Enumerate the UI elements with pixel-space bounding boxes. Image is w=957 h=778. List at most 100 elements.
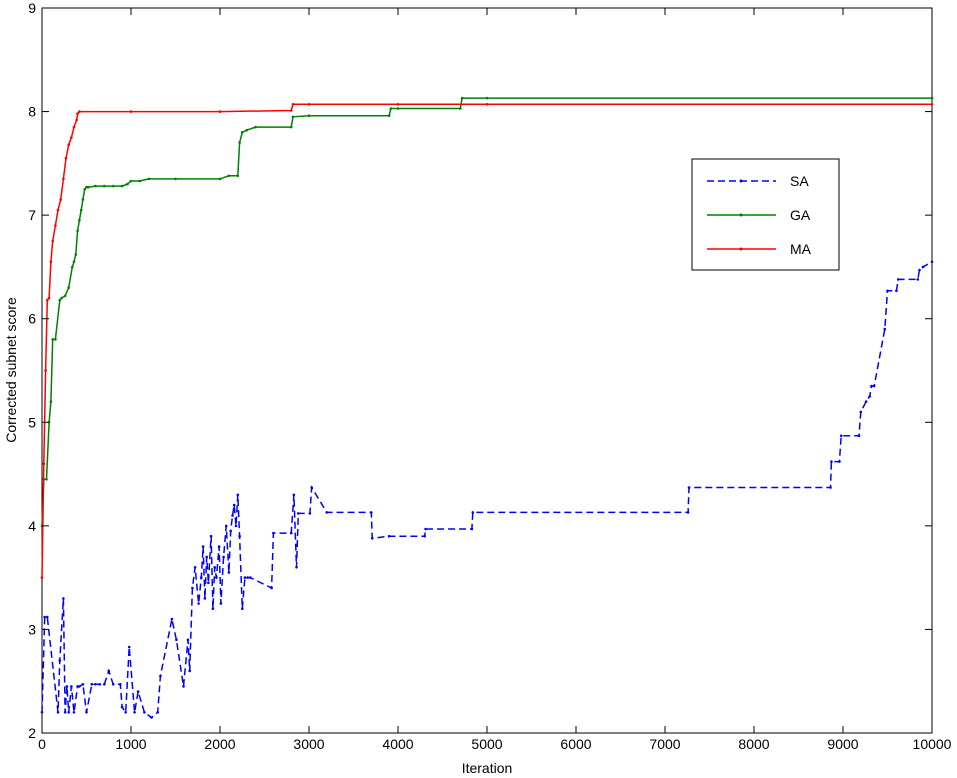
series-point-sa [120, 705, 124, 709]
series-point-sa [471, 511, 475, 514]
series-point-ma [40, 576, 44, 579]
series-point-ma [54, 224, 57, 227]
series-point-ga [245, 128, 248, 132]
series-point-ga [54, 338, 57, 341]
series-point-ga [120, 184, 124, 188]
y-tick-label: 5 [28, 414, 36, 430]
series-point-sa [67, 711, 70, 714]
series-point-sa [864, 400, 868, 403]
series-point-ma [129, 110, 133, 113]
series-point-ga [254, 125, 257, 129]
series-point-sa [133, 711, 136, 714]
series-point-ma [67, 143, 70, 146]
series-point-sa [295, 566, 298, 569]
series-point-ga [218, 177, 222, 181]
series-point-ga [307, 114, 311, 117]
series-point-sa [930, 260, 934, 264]
series-point-sa [58, 659, 62, 662]
series-point-sa [687, 486, 691, 489]
series-point-sa [98, 683, 102, 686]
series-point-ga [241, 131, 244, 134]
x-tick-label: 4000 [382, 736, 413, 752]
series-point-sa [150, 716, 153, 719]
series-point-ma [46, 298, 49, 302]
series-point-sa [63, 711, 67, 714]
series-point-sa [896, 278, 900, 281]
series-point-sa [219, 602, 223, 605]
series-layer [40, 96, 934, 719]
series-point-ga [74, 253, 78, 256]
series-point-ga [81, 198, 85, 201]
series-point-sa [370, 511, 373, 514]
series-point-ga [460, 96, 464, 100]
series-point-ga [236, 174, 240, 178]
series-point-sa [40, 711, 44, 714]
series-point-sa [231, 514, 234, 517]
series-point-sa [921, 265, 925, 269]
series-point-ga [79, 208, 83, 212]
series-point-ga [291, 115, 295, 119]
series-point-sa [916, 278, 920, 281]
series-point-sa [830, 460, 833, 463]
series-point-ga [63, 294, 67, 298]
series-point-sa [236, 493, 240, 497]
legend-marker-sa [739, 179, 743, 183]
series-point-sa [297, 512, 300, 515]
series-point-ga [930, 96, 934, 100]
series-point-sa [243, 576, 247, 579]
series-point-sa [78, 685, 81, 688]
series-point-sa [325, 511, 329, 514]
x-tick-label: 7000 [649, 736, 680, 752]
series-point-sa [211, 607, 215, 610]
series-point-sa [310, 486, 314, 489]
series-point-sa [209, 534, 213, 538]
y-tick-label: 3 [28, 621, 36, 637]
series-point-sa [270, 586, 273, 590]
series-point-sa [81, 683, 85, 686]
series-point-ga [289, 125, 293, 129]
series-point-sa [205, 555, 208, 559]
series-point-sa [197, 602, 200, 605]
x-axis-label: Iteration [462, 760, 513, 776]
series-point-sa [215, 576, 218, 579]
series-point-sa [838, 460, 841, 463]
series-point-sa [370, 537, 374, 540]
x-tick-label: 1000 [115, 736, 146, 752]
series-point-ga [147, 177, 151, 181]
series-point-sa [829, 486, 832, 489]
series-point-sa [56, 711, 60, 714]
legend-label-ga: GA [790, 207, 811, 223]
series-point-ma [62, 177, 65, 181]
series-point-sa [188, 669, 191, 673]
series-point-sa [159, 674, 162, 678]
series-point-ma [289, 109, 293, 112]
series-point-ma [42, 462, 46, 466]
series-point-ma [59, 198, 62, 201]
series-point-sa [94, 683, 97, 686]
series-point-sa [76, 685, 79, 688]
series-point-sa [156, 711, 159, 714]
x-tick-label: 8000 [738, 736, 769, 752]
series-point-ga [76, 229, 79, 232]
series-point-sa [886, 289, 889, 293]
series-point-sa [222, 555, 225, 559]
series-point-ga [83, 188, 86, 191]
x-tick-label: 9000 [827, 736, 858, 752]
ticks-layer: 0 1000 2000 3000 4000 5000 6000 7000 8000 9000 100… [28, 0, 951, 752]
series-point-ga [94, 184, 97, 188]
series-point-sa [859, 410, 863, 414]
series-point-sa [203, 597, 207, 600]
series-point-sa [46, 615, 49, 619]
series-point-sa [232, 503, 236, 507]
series-point-sa [85, 711, 88, 714]
y-axis-label: Corrected subnet score [3, 297, 19, 443]
series-point-sa [136, 690, 140, 693]
series-point-sa [200, 576, 203, 579]
series-point-ma [485, 103, 489, 106]
series-point-sa [213, 566, 216, 569]
series-point-ga [227, 174, 231, 178]
series-point-ga [103, 184, 106, 188]
series-point-ga [71, 265, 74, 269]
series-point-ga [459, 107, 462, 110]
series-point-sa [246, 576, 249, 579]
